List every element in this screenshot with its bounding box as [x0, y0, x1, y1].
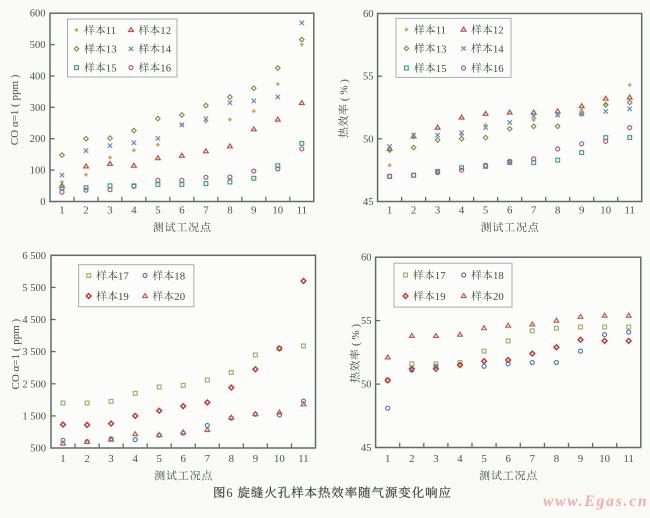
- svg-text:4: 4: [459, 205, 465, 217]
- svg-text:45: 45: [361, 443, 372, 454]
- svg-text:( % ): ( % ): [350, 324, 362, 349]
- svg-text:4: 4: [457, 453, 463, 465]
- svg-text:50: 50: [361, 380, 372, 391]
- svg-text:3: 3: [435, 205, 440, 217]
- svg-text:2: 2: [409, 453, 414, 465]
- svg-text:6 500: 6 500: [22, 251, 46, 262]
- svg-text:9: 9: [579, 205, 584, 217]
- svg-text:17: 17: [435, 270, 446, 282]
- svg-text:14: 14: [160, 44, 171, 56]
- svg-text:5: 5: [155, 205, 160, 217]
- svg-text:10: 10: [272, 205, 283, 217]
- svg-text:1 500: 1 500: [22, 411, 46, 422]
- svg-text:2: 2: [83, 205, 88, 217]
- svg-text:11: 11: [298, 453, 308, 465]
- svg-text:5: 5: [156, 453, 161, 465]
- svg-text:10: 10: [599, 453, 610, 465]
- svg-text:200: 200: [30, 134, 46, 145]
- svg-text:7: 7: [530, 453, 536, 465]
- svg-text:11: 11: [106, 25, 116, 37]
- svg-text:www.Egas.cn: www.Egas.cn: [543, 493, 648, 510]
- svg-text:1: 1: [385, 453, 390, 465]
- svg-text:7: 7: [531, 205, 537, 217]
- svg-text:14: 14: [493, 43, 504, 55]
- svg-text:45: 45: [363, 197, 374, 208]
- svg-text:3 500: 3 500: [22, 347, 46, 358]
- svg-text:11: 11: [297, 205, 307, 217]
- svg-text:8: 8: [229, 453, 234, 465]
- svg-text:17: 17: [118, 270, 129, 282]
- svg-text:19: 19: [435, 291, 446, 303]
- svg-text:5: 5: [481, 453, 486, 465]
- svg-text:2 500: 2 500: [22, 379, 46, 390]
- svg-text:CO α=1 ( ppm ): CO α=1 ( ppm ): [9, 74, 21, 145]
- svg-text:0: 0: [40, 197, 45, 208]
- svg-text:18: 18: [493, 270, 504, 282]
- svg-text:7: 7: [203, 205, 209, 217]
- svg-text:300: 300: [30, 103, 46, 114]
- svg-text:4: 4: [131, 205, 137, 217]
- svg-text:11: 11: [436, 25, 446, 37]
- svg-text:15: 15: [106, 63, 117, 75]
- svg-text:13: 13: [106, 44, 117, 56]
- svg-text:55: 55: [363, 72, 374, 83]
- svg-text:10: 10: [600, 205, 611, 217]
- svg-text:7: 7: [205, 453, 211, 465]
- svg-text:600: 600: [30, 9, 46, 20]
- svg-text:60: 60: [361, 253, 372, 264]
- svg-text:16: 16: [160, 63, 171, 75]
- svg-text:4: 4: [132, 453, 138, 465]
- svg-text:9: 9: [251, 205, 256, 217]
- svg-text:15: 15: [436, 63, 447, 75]
- svg-text:9: 9: [578, 453, 583, 465]
- svg-text:18: 18: [174, 270, 185, 282]
- svg-text:50: 50: [363, 134, 374, 145]
- svg-text:6: 6: [179, 205, 185, 217]
- svg-text:1: 1: [387, 205, 392, 217]
- svg-text:13: 13: [436, 43, 447, 55]
- svg-text:55: 55: [361, 316, 372, 327]
- svg-text:400: 400: [30, 72, 46, 83]
- svg-text:8: 8: [555, 205, 560, 217]
- svg-text:11: 11: [624, 205, 634, 217]
- svg-text:6: 6: [226, 486, 235, 500]
- svg-text:8: 8: [227, 205, 232, 217]
- svg-text:5: 5: [483, 205, 488, 217]
- svg-text:10: 10: [274, 453, 285, 465]
- svg-text:12: 12: [493, 25, 504, 37]
- svg-text:1: 1: [60, 453, 65, 465]
- svg-text:60: 60: [363, 9, 374, 20]
- svg-text:1: 1: [59, 205, 64, 217]
- svg-text:4 500: 4 500: [22, 315, 46, 326]
- svg-text:3: 3: [433, 453, 438, 465]
- svg-text:6: 6: [180, 453, 186, 465]
- svg-text:5 500: 5 500: [22, 283, 46, 294]
- svg-text:100: 100: [30, 166, 46, 177]
- svg-text:19: 19: [118, 291, 129, 303]
- svg-text:500: 500: [30, 444, 46, 455]
- svg-text:6: 6: [507, 205, 513, 217]
- svg-text:( % ): ( % ): [338, 79, 350, 104]
- svg-text:2: 2: [411, 205, 416, 217]
- svg-text:CO α=1 ( ppm ): CO α=1 ( ppm ): [10, 319, 22, 390]
- svg-text:16: 16: [493, 63, 504, 75]
- svg-text:12: 12: [160, 25, 171, 37]
- svg-text:9: 9: [253, 453, 258, 465]
- svg-text:8: 8: [554, 453, 559, 465]
- svg-text:20: 20: [493, 291, 504, 303]
- svg-text:20: 20: [174, 291, 185, 303]
- svg-text:3: 3: [108, 453, 113, 465]
- svg-text:2: 2: [84, 453, 89, 465]
- svg-text:500: 500: [30, 40, 46, 51]
- svg-text:6: 6: [505, 453, 511, 465]
- svg-text:11: 11: [623, 453, 633, 465]
- svg-text:3: 3: [107, 205, 112, 217]
